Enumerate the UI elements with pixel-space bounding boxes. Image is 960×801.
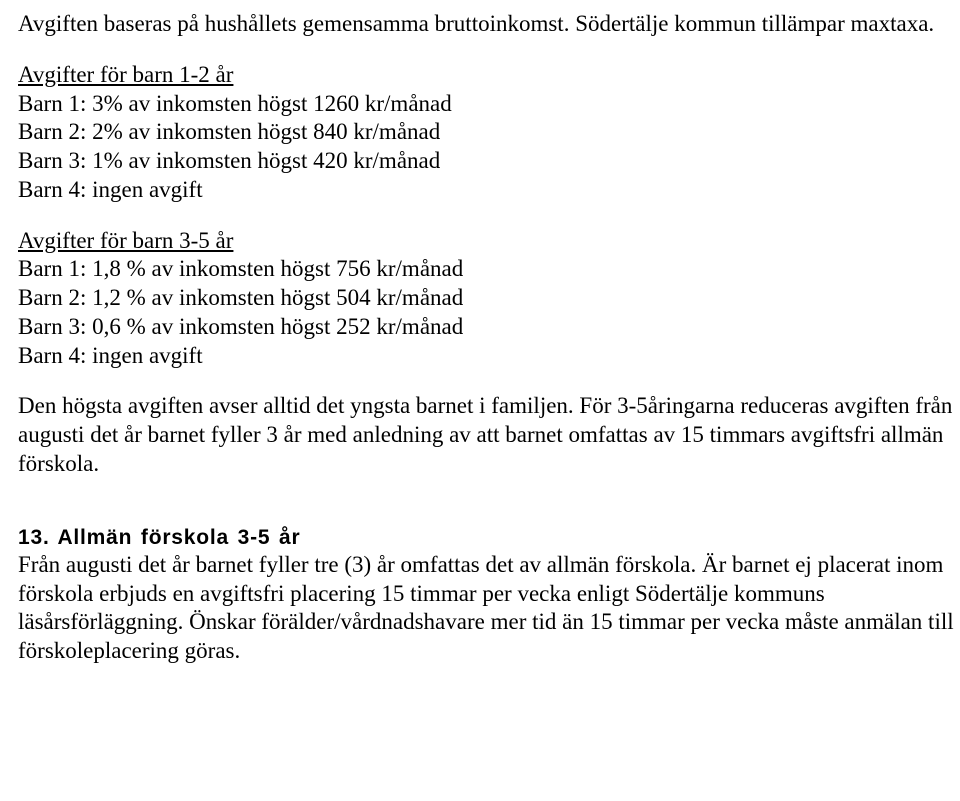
fees-line: Barn 1: 1,8 % av inkomsten högst 756 kr/… <box>18 255 960 284</box>
youngest-child-paragraph: Den högsta avgiften avser alltid det yng… <box>18 392 960 478</box>
fees-line: Barn 1: 3% av inkomsten högst 1260 kr/må… <box>18 90 960 119</box>
fees-line: Barn 3: 0,6 % av inkomsten högst 252 kr/… <box>18 313 960 342</box>
fees-group-3-5: Avgifter för barn 3-5 år Barn 1: 1,8 % a… <box>18 227 960 371</box>
intro-paragraph: Avgiften baseras på hushållets gemensamm… <box>18 10 960 39</box>
section-13-body: Från augusti det år barnet fyller tre (3… <box>18 551 960 666</box>
section-13-heading: 13. Allmän förskola 3-5 år <box>18 525 960 551</box>
fees-line: Barn 2: 1,2 % av inkomsten högst 504 kr/… <box>18 284 960 313</box>
fees-line: Barn 2: 2% av inkomsten högst 840 kr/mån… <box>18 118 960 147</box>
fees-group-1-2: Avgifter för barn 1-2 år Barn 1: 3% av i… <box>18 61 960 205</box>
fees-line: Barn 4: ingen avgift <box>18 342 960 371</box>
fees-group-3-5-title: Avgifter för barn 3-5 år <box>18 227 960 256</box>
fees-group-1-2-title: Avgifter för barn 1-2 år <box>18 61 960 90</box>
fees-line: Barn 4: ingen avgift <box>18 176 960 205</box>
fees-line: Barn 3: 1% av inkomsten högst 420 kr/mån… <box>18 147 960 176</box>
